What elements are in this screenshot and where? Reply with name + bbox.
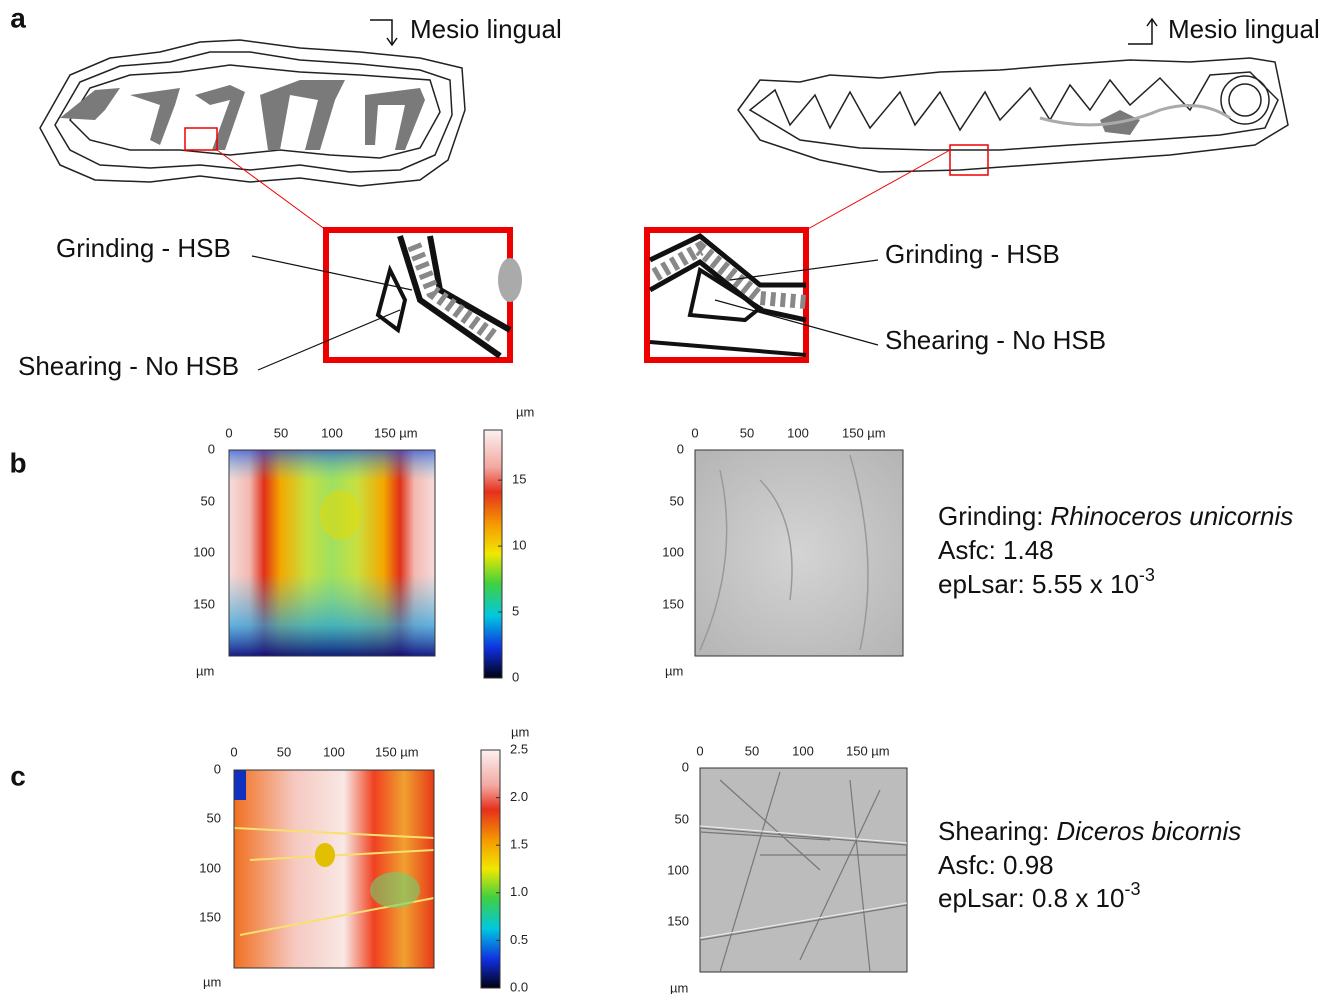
callout-grinding: Grinding - HSB	[885, 239, 1060, 269]
axis-unit: µm	[203, 974, 221, 989]
x-tick-label: 150 µm	[842, 425, 886, 440]
y-tick-label: 150	[199, 909, 221, 924]
height-map	[234, 770, 434, 968]
zoom-right	[647, 230, 806, 360]
result-eplsar: epLsar: 0.8 x 10-3	[938, 879, 1140, 913]
axis-unit: µm	[665, 663, 683, 678]
result-asfc: Asfc: 0.98	[938, 850, 1054, 880]
y-tick-label: 150	[667, 913, 689, 928]
colorbar-unit: µm	[511, 724, 529, 739]
result-eplsar: epLsar: 5.55 x 10-3	[938, 565, 1155, 599]
x-tick-label: 50	[274, 425, 288, 440]
colorbar	[481, 750, 500, 988]
colorbar-tick-label: 5	[512, 603, 519, 618]
result-title: Shearing:Diceros bicornis	[938, 816, 1241, 846]
y-tick-label: 0	[677, 441, 684, 456]
y-tick-label: 0	[682, 759, 689, 774]
result-title: Grinding:Rhinoceros unicornis	[938, 501, 1293, 531]
result-species: Rhinoceros unicornis	[1051, 501, 1294, 531]
callout-shearing: Shearing - No HSB	[885, 325, 1106, 355]
result-exponent: -3	[1124, 879, 1140, 899]
orientation-arrow	[370, 20, 397, 45]
panel-label: c	[10, 760, 26, 791]
orientation-arrow	[1128, 19, 1157, 44]
tooth-right	[738, 58, 1288, 172]
colorbar-tick-label: 0	[512, 669, 519, 684]
callout-shearing: Shearing - No HSB	[18, 351, 239, 381]
axis-unit: µm	[670, 980, 688, 994]
y-tick-label: 0	[214, 761, 221, 776]
x-tick-label: 0	[696, 743, 703, 758]
y-tick-label: 100	[662, 544, 684, 559]
orientation-label: Mesio lingual	[1168, 14, 1320, 44]
x-tick-label: 100	[323, 744, 345, 759]
panel-label: a	[10, 2, 26, 33]
x-tick-label: 50	[745, 743, 759, 758]
y-tick-label: 150	[193, 596, 215, 611]
result-species: Diceros bicornis	[1056, 816, 1241, 846]
x-tick-label: 50	[740, 425, 754, 440]
result-mode: Grinding:	[938, 501, 1044, 531]
x-tick-label: 100	[787, 425, 809, 440]
y-tick-label: 100	[193, 544, 215, 559]
result-exponent: -3	[1139, 565, 1155, 585]
x-tick-label: 150 µm	[374, 425, 418, 440]
y-tick-label: 0	[208, 441, 215, 456]
y-tick-label: 100	[667, 862, 689, 877]
colorbar-tick-label: 0.0	[510, 979, 528, 994]
x-tick-label: 0	[691, 425, 698, 440]
panel-label: b	[9, 447, 26, 478]
y-tick-label: 50	[670, 493, 684, 508]
colorbar-tick-label: 2.5	[510, 741, 528, 756]
colorbar-unit: µm	[516, 404, 534, 419]
y-tick-label: 50	[201, 493, 215, 508]
callout-grinding: Grinding - HSB	[56, 233, 231, 263]
y-tick-label: 50	[207, 810, 221, 825]
axis-unit: µm	[196, 663, 214, 678]
tooth-left-dentine	[60, 80, 425, 150]
zoom-left	[326, 230, 522, 360]
y-tick-label: 100	[199, 860, 221, 875]
x-tick-label: 150 µm	[375, 744, 419, 759]
x-tick-label: 0	[225, 425, 232, 440]
colorbar	[484, 430, 502, 678]
tooth-left	[40, 40, 465, 186]
y-tick-label: 150	[662, 596, 684, 611]
result-eplsar-base: epLsar: 5.55 x 10	[938, 569, 1139, 599]
x-tick-label: 50	[277, 744, 291, 759]
colorbar-tick-label: 1.0	[510, 884, 528, 899]
result-eplsar-base: epLsar: 0.8 x 10	[938, 883, 1124, 913]
result-mode: Shearing:	[938, 816, 1049, 846]
gray-map	[700, 768, 907, 972]
colorbar-tick-label: 15	[512, 472, 526, 487]
height-map	[229, 450, 435, 656]
y-tick-label: 50	[675, 811, 689, 826]
x-tick-label: 150 µm	[846, 743, 890, 758]
colorbar-tick-label: 1.5	[510, 837, 528, 852]
figure: a b c Mesio lingual Mesio lingual Grinding - …	[0, 0, 1336, 994]
zoom-marker	[185, 128, 217, 150]
x-tick-label: 0	[230, 744, 237, 759]
x-tick-label: 100	[792, 743, 814, 758]
colorbar-tick-label: 10	[512, 538, 526, 553]
result-asfc: Asfc: 1.48	[938, 535, 1054, 565]
orientation-label: Mesio lingual	[410, 14, 562, 44]
gray-map	[695, 450, 903, 656]
x-tick-label: 100	[321, 425, 343, 440]
colorbar-tick-label: 2.0	[510, 789, 528, 804]
colorbar-tick-label: 0.5	[510, 932, 528, 947]
zoom-line	[217, 150, 326, 230]
